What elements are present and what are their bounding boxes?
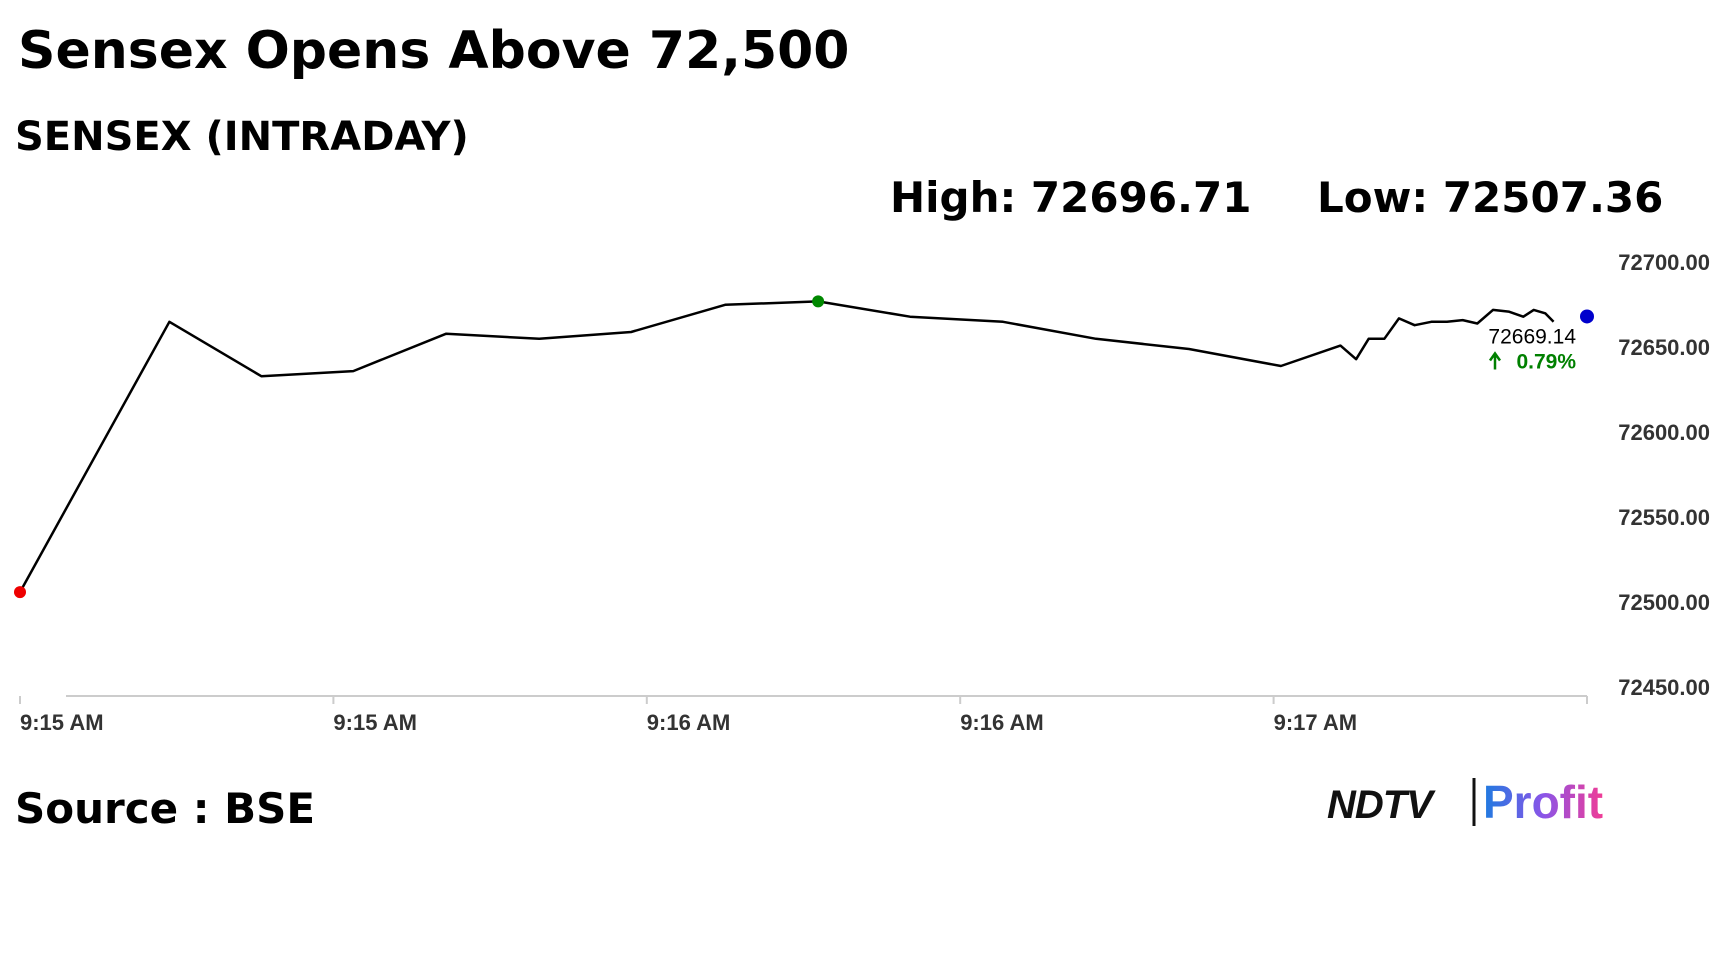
logo-product: Profit <box>1483 776 1603 828</box>
y-tick-label: 72450.00 <box>1618 675 1710 700</box>
start-marker <box>14 586 26 599</box>
x-tick-label: 9:16 AM <box>960 710 1044 735</box>
x-tick-label: 9:15 AM <box>333 710 417 735</box>
up-arrow <box>1488 351 1502 370</box>
x-tick-label: 9:16 AM <box>647 710 731 735</box>
high-label: High: 72696.71 <box>890 173 1251 222</box>
y-tick-label: 72500.00 <box>1618 590 1710 615</box>
current-value: 72669.14 <box>1488 325 1576 348</box>
low-label: Low: 72507.36 <box>1317 173 1663 222</box>
y-tick-label: 72650.00 <box>1618 335 1710 360</box>
chart-subtitle: SENSEX (INTRADAY) <box>15 114 469 160</box>
logo-brand: NDTV <box>1327 783 1436 827</box>
current-change: 0.79% <box>1516 350 1576 373</box>
chart-title: Sensex Opens Above 72,500 <box>18 21 850 81</box>
y-tick-label: 72550.00 <box>1618 505 1710 530</box>
x-tick-label: 9:15 AM <box>20 710 104 735</box>
x-tick-label: 9:17 AM <box>1274 710 1358 735</box>
current-marker <box>1580 309 1594 324</box>
peak-marker <box>812 295 825 308</box>
source: Source : BSE <box>15 784 315 833</box>
y-tick-label: 72600.00 <box>1618 420 1710 445</box>
y-tick-label: 72700.00 <box>1618 250 1710 275</box>
price-line <box>18 300 1555 593</box>
